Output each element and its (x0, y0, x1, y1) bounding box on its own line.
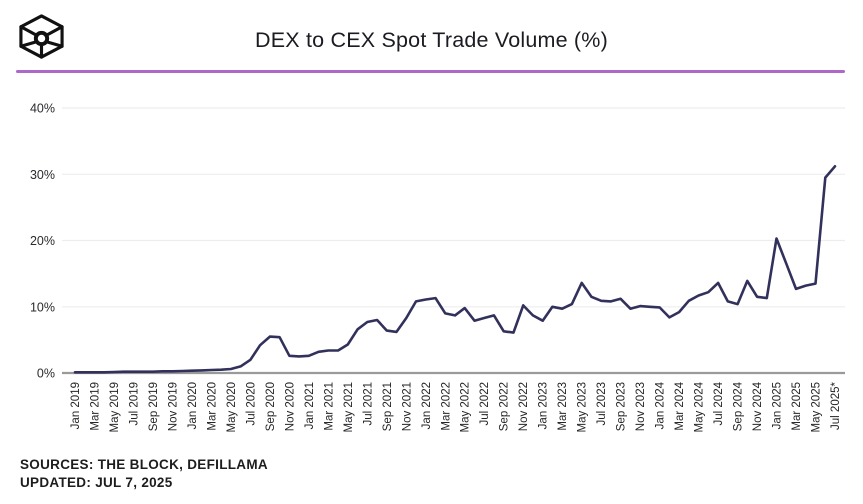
x-tick-label: May 2020 (226, 382, 238, 433)
x-tick-label: May 2025 (811, 382, 823, 433)
x-tick-label: Sep 2019 (148, 382, 160, 431)
y-axis-labels: 0% 10% 20% 30% 40% (30, 102, 55, 381)
x-tick-label: Mar 2024 (674, 381, 686, 430)
x-tick-label: Sep 2020 (265, 382, 277, 431)
x-tick-label: Mar 2020 (206, 382, 218, 431)
x-axis-labels: Jan 2019 Mar 2019 May 2019 Jul 2019 Sep 2019… (70, 381, 842, 432)
x-tick-label: Jul 2020 (245, 382, 257, 425)
y-tick-label: 30% (30, 168, 55, 182)
x-tick-label: Mar 2019 (90, 382, 102, 431)
x-tick-label: Jul 2025* (830, 381, 842, 429)
the-block-logo-icon (19, 14, 64, 59)
x-tick-label: Jan 2023 (538, 382, 550, 429)
x-tick-label: May 2022 (460, 382, 472, 433)
x-tick-label: Nov 2021 (401, 382, 413, 431)
x-tick-label: Nov 2023 (635, 382, 647, 431)
x-tick-label: Jul 2022 (479, 382, 491, 425)
x-tick-label: May 2019 (109, 382, 121, 433)
header-divider (16, 70, 845, 73)
x-tick-label: Jul 2021 (362, 382, 374, 425)
x-tick-label: Jul 2023 (596, 382, 608, 425)
x-tick-label: Jan 2024 (655, 381, 667, 429)
x-tick-label: May 2023 (577, 382, 589, 433)
x-tick-label: Jan 2021 (304, 382, 316, 429)
chart-title: DEX to CEX Spot Trade Volume (%) (255, 28, 608, 52)
x-tick-label: Nov 2022 (518, 382, 530, 431)
y-tick-label: 40% (30, 102, 55, 116)
y-tick-label: 20% (30, 234, 55, 248)
updated-text: UPDATED: JUL 7, 2025 (20, 474, 173, 490)
data-line (73, 165, 837, 374)
sources-text: SOURCES: THE BLOCK, DEFILLAMA (20, 457, 268, 472)
x-tick-label: Jul 2024 (713, 381, 725, 425)
x-tick-label: Mar 2025 (791, 382, 803, 431)
x-tick-label: Mar 2021 (323, 382, 335, 431)
x-tick-label: Jan 2019 (70, 382, 82, 429)
x-tick-label: Jul 2019 (129, 382, 141, 425)
gridlines (62, 107, 845, 308)
y-tick-label: 0% (37, 367, 55, 381)
x-tick-label: Sep 2023 (616, 382, 628, 431)
y-tick-label: 10% (30, 300, 55, 314)
x-tick-label: Nov 2020 (284, 382, 296, 431)
x-tick-label: Mar 2022 (440, 382, 452, 431)
x-tick-label: Mar 2023 (557, 382, 569, 431)
x-tick-label: Jan 2020 (187, 382, 199, 429)
x-tick-label: May 2021 (343, 382, 355, 433)
x-tick-label: Sep 2024 (733, 381, 745, 431)
x-tick-label: Jan 2025 (772, 382, 784, 429)
x-tick-label: Nov 2024 (752, 381, 764, 431)
x-tick-label: Nov 2019 (167, 382, 179, 431)
x-tick-label: May 2024 (694, 381, 706, 432)
x-tick-label: Sep 2021 (382, 382, 394, 431)
chart-footer: SOURCES: THE BLOCK, DEFILLAMA UPDATED: J… (20, 456, 268, 492)
x-tick-label: Jan 2022 (421, 382, 433, 429)
x-tick-label: Sep 2022 (499, 382, 511, 431)
